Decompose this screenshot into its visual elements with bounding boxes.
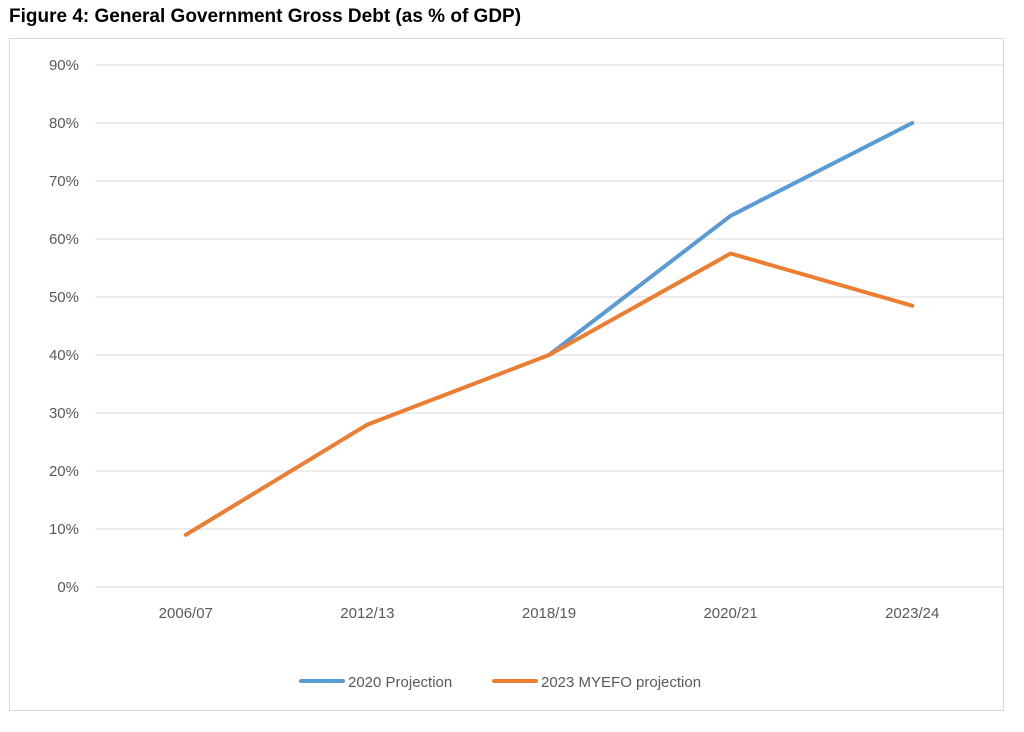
- y-tick-label: 30%: [49, 405, 79, 422]
- x-tick-label: 2006/07: [159, 605, 213, 622]
- y-tick-label: 20%: [49, 463, 79, 480]
- y-tick-label: 80%: [49, 115, 79, 132]
- series-lines: [183, 121, 915, 537]
- y-tick-label: 0%: [57, 579, 79, 596]
- y-tick-label: 90%: [49, 57, 79, 74]
- y-tick-label: 40%: [49, 347, 79, 364]
- series-line: [547, 121, 915, 357]
- y-tick-label: 60%: [49, 231, 79, 248]
- figure-title: Figure 4: General Government Gross Debt …: [9, 6, 522, 27]
- x-axis-ticks: 2006/07 2012/13 2018/19 2020/21 2023/24: [159, 605, 940, 622]
- chart-frame: [9, 38, 1004, 711]
- x-tick-label: 2012/13: [340, 605, 394, 622]
- y-tick-label: 10%: [49, 521, 79, 538]
- gridlines: [95, 64, 1003, 588]
- series-line: [183, 251, 915, 537]
- x-tick-label: 2018/19: [522, 605, 576, 622]
- legend-label: 2020 Projection: [348, 674, 452, 691]
- y-tick-label: 70%: [49, 173, 79, 190]
- x-tick-label: 2020/21: [703, 605, 757, 622]
- legend-label: 2023 MYEFO projection: [541, 674, 701, 691]
- x-tick-label: 2023/24: [885, 605, 939, 622]
- y-tick-label: 50%: [49, 289, 79, 306]
- y-axis-ticks: 0% 10% 20% 30% 40% 50% 60% 70% 80% 90%: [49, 57, 79, 596]
- legend: 2020 Projection 2023 MYEFO projection: [299, 674, 701, 691]
